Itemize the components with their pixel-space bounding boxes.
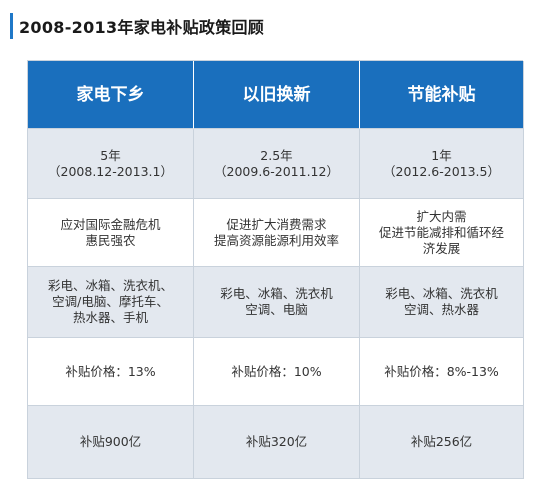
products-line: 彩电、冰箱、洗衣机: [385, 286, 498, 301]
price-cell-2: 补贴价格：10%: [194, 338, 360, 406]
products-line: 彩电、冰箱、洗衣机、: [47, 278, 173, 293]
products-cell-3: 彩电、冰箱、洗衣机 空调、热水器: [360, 267, 524, 338]
title-accent-bar: [10, 13, 13, 39]
goal-line: 扩大内需: [416, 208, 467, 224]
amount-cell-3: 补贴256亿: [360, 406, 524, 479]
products-line: 热水器、手机: [72, 310, 148, 325]
products-cell-2: 彩电、冰箱、洗衣机 空调、电脑: [194, 267, 360, 338]
products-line: 空调、电脑: [245, 302, 308, 317]
period-duration: 1年: [431, 147, 452, 163]
period-cell-1: 5年 （2008.12-2013.1）: [28, 129, 194, 199]
header-cell-3: 节能补贴: [360, 61, 524, 129]
period-range: （2009.6-2011.12）: [214, 163, 339, 179]
goal-line: 提高资源能源利用效率: [213, 232, 339, 248]
goal-line: 惠民强农: [85, 232, 136, 248]
title-bar: 2008-2013年家电补贴政策回顾: [10, 12, 264, 40]
amount-cell-2: 补贴320亿: [194, 406, 360, 479]
goal-line: 济发展: [422, 240, 461, 256]
price-cell-1: 补贴价格：13%: [28, 338, 194, 406]
products-line: 彩电、冰箱、洗衣机: [220, 286, 333, 301]
period-duration: 5年: [100, 147, 121, 163]
products-line: 空调/电脑、摩托车、: [52, 294, 169, 309]
products-line: 空调、热水器: [403, 302, 479, 317]
goal-cell-1: 应对国际金融危机 惠民强农: [28, 199, 194, 267]
price-cell-3: 补贴价格：8%-13%: [360, 338, 524, 406]
goal-line: 促进扩大消费需求: [226, 216, 327, 232]
period-duration: 2.5年: [260, 147, 293, 163]
products-cell-1: 彩电、冰箱、洗衣机、 空调/电脑、摩托车、 热水器、手机: [28, 267, 194, 338]
goal-cell-2: 促进扩大消费需求 提高资源能源利用效率: [194, 199, 360, 267]
period-cell-3: 1年 （2012.6-2013.5）: [360, 129, 524, 199]
header-cell-2: 以旧换新: [194, 61, 360, 129]
goal-line: 促进节能减排和循环经: [378, 224, 504, 240]
policy-table: 家电下乡 以旧换新 节能补贴 5年 （2008.12-2013.1） 2.5年 …: [27, 60, 524, 479]
period-range: （2012.6-2013.5）: [383, 163, 500, 179]
period-cell-2: 2.5年 （2009.6-2011.12）: [194, 129, 360, 199]
page-title: 2008-2013年家电补贴政策回顾: [19, 18, 265, 37]
goal-cell-3: 扩大内需 促进节能减排和循环经 济发展: [360, 199, 524, 267]
period-range: （2008.12-2013.1）: [48, 163, 173, 179]
goal-line: 应对国际金融危机: [60, 216, 161, 232]
header-cell-1: 家电下乡: [28, 61, 194, 129]
amount-cell-1: 补贴900亿: [28, 406, 194, 479]
